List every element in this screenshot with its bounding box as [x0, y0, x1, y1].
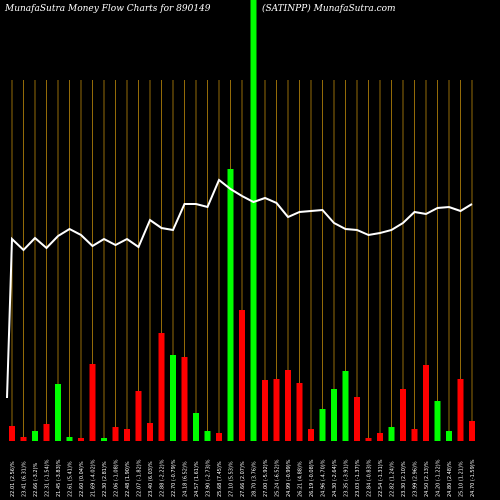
money-flow-bar: [342, 371, 349, 441]
money-flow-bar: [170, 355, 176, 441]
x-tick-label: 24.96 (-4.70)%: [321, 459, 327, 497]
chart-header-right: (SATINPP) MunafaSutra.com: [262, 4, 396, 14]
x-tick-label: 27.10 (5.53)%: [229, 461, 235, 497]
x-tick-label: 22.01 (2.56)%: [10, 461, 16, 497]
money-flow-bar: [446, 431, 452, 441]
x-tick-label: 22.88 (-2.22)%: [160, 459, 166, 497]
x-tick-label: 24.18 (6.52)%: [183, 461, 189, 497]
x-tick-label: 24.57 (1.61)%: [194, 461, 200, 497]
money-flow-bar: [216, 433, 222, 441]
money-flow-bar: [89, 364, 96, 441]
money-flow-bar: [400, 389, 406, 441]
x-tick-label: 23.35 (-3.91)%: [344, 459, 350, 497]
x-tick-label: 27.66 (2.07)%: [240, 461, 246, 497]
highlight-column: [250, 0, 257, 441]
money-flow-bar: [124, 429, 130, 441]
money-flow-bar: [204, 431, 211, 441]
money-flow-bar: [365, 438, 372, 441]
money-flow-bar: [9, 426, 15, 441]
money-flow-bar: [262, 380, 268, 441]
x-tick-label: 23.03 (-1.37)%: [355, 459, 361, 497]
x-tick-label: 26.19 (-0.08)%: [309, 459, 315, 497]
money-flow-bar: [78, 438, 84, 441]
money-flow-bar: [423, 365, 429, 441]
x-axis-labels: 22.01 (2.56)% 23.41 (6.31)% 22.66 (-3.2)% 2…: [10, 459, 476, 497]
x-tick-label: 22.54 (-1.31)%: [378, 459, 384, 497]
x-tick-label: 25.24 (-6.52)%: [275, 459, 281, 497]
x-tick-label: 26.21 (4.88)%: [298, 461, 304, 497]
money-flow-bar: [434, 401, 441, 441]
money-flow-bar: [112, 427, 119, 441]
money-flow-bar: [354, 397, 360, 441]
money-flow-bar: [32, 431, 38, 441]
x-tick-label: 23.99 (2.96)%: [413, 461, 419, 497]
x-tick-label: 22.61 (5.41)%: [68, 461, 74, 497]
money-flow-bar: [101, 438, 107, 441]
money-flow-bar: [308, 429, 314, 441]
money-flow-bar: [20, 437, 27, 441]
x-tick-label: 22.70 (-0.79)%: [171, 459, 177, 497]
x-tick-label: 24.50 (2.13)%: [424, 461, 430, 497]
money-flow-bar: [66, 437, 73, 441]
x-tick-label: 22.48 (1.90)%: [125, 461, 131, 497]
money-flow-bar: [239, 310, 245, 441]
money-flow-bar: [181, 357, 188, 441]
x-tick-label: 28.70 (3.76)%: [252, 461, 258, 497]
money-flow-bar: [457, 379, 464, 441]
x-tick-label: 21.45 (-3.83)%: [56, 459, 62, 497]
money-flow-bar: [388, 427, 395, 441]
money-flow-bar: [377, 433, 383, 441]
money-flow-bar: [331, 389, 337, 441]
money-flow-bar: [135, 391, 142, 441]
x-tick-label: 27.00 (-5.92)%: [263, 459, 269, 497]
money-flow-bar: [250, 419, 257, 441]
x-tick-label: 24.20 (-1.22)%: [436, 459, 442, 497]
money-flow-bar: [273, 379, 280, 441]
x-tick-label: 24.99 (-0.99)%: [286, 459, 292, 497]
x-tick-label: 23.90 (-2.73)%: [206, 459, 212, 497]
x-tick-label: 22.31 (-1.54)%: [45, 459, 51, 497]
x-tick-label: 23.41 (6.31)%: [22, 461, 28, 497]
money-flow-bar: [147, 423, 153, 441]
x-tick-label: 22.84 (-0.83)%: [367, 459, 373, 497]
money-flow-bar: [193, 413, 199, 441]
money-flow-bars: [9, 169, 475, 441]
money-flow-bar: [43, 424, 50, 441]
money-flow-bar: [227, 169, 234, 441]
x-tick-label: 21.69 (-4.02)%: [91, 459, 97, 497]
x-tick-label: 24.30 (-2.64)%: [332, 459, 338, 497]
money-flow-bar: [469, 421, 475, 441]
x-tick-label: 25.68 (7.45)%: [217, 461, 223, 497]
x-tick-label: 23.40 (6.03)%: [148, 461, 154, 497]
x-tick-label: 24.80 (2.48)%: [447, 461, 453, 497]
money-flow-bar: [158, 333, 165, 441]
price-line: [6, 178, 473, 399]
x-tick-label: 22.60 (0.04)%: [79, 461, 85, 497]
x-tick-label: 22.06 (-1.08)%: [114, 459, 120, 497]
x-tick-label: 24.70 (-1.59)%: [470, 459, 476, 497]
chart-header-left: MunafaSutra Money Flow Charts for 890149: [5, 4, 211, 14]
money-flow-bar: [285, 370, 291, 441]
money-flow-bar: [319, 409, 326, 441]
x-tick-label: 23.30 (2.10)%: [401, 461, 407, 497]
x-tick-label: 22.82 (1.24)%: [390, 461, 396, 497]
money-flow-bar: [55, 384, 61, 441]
x-tick-label: 25.10 (1.21)%: [459, 461, 465, 497]
money-flow-bar: [296, 383, 303, 441]
money-flow-bar: [411, 429, 418, 441]
x-tick-label: 22.30 (2.81)%: [102, 461, 108, 497]
x-tick-label: 22.66 (-3.2)%: [33, 462, 39, 497]
x-tick-label: 22.07 (-1.82)%: [137, 459, 143, 497]
